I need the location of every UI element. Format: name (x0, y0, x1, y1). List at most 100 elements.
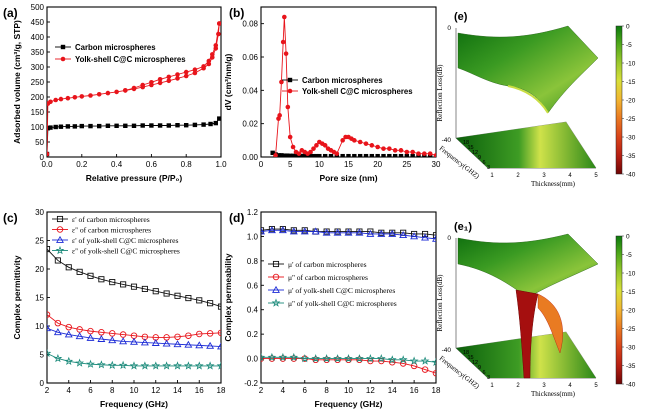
x-tick-label: 4 (281, 386, 286, 395)
data-point (47, 311, 51, 318)
data-point (166, 74, 172, 80)
data-point (114, 89, 119, 95)
x-tick-label: 0 (259, 160, 264, 169)
data-point (300, 227, 309, 235)
colorbar-tick-label: 0 (626, 234, 630, 241)
data-point (183, 73, 189, 79)
y-tick-label: 350 (31, 48, 45, 57)
data-point (141, 285, 148, 293)
x-tick-label: 5 (288, 160, 293, 169)
data-point (290, 355, 298, 362)
data-point (357, 153, 363, 157)
data-point (206, 58, 212, 64)
data-point (105, 90, 111, 96)
data-point (323, 356, 330, 364)
data-point (183, 69, 189, 75)
data-point (369, 153, 375, 157)
data-point (261, 355, 265, 362)
x-tick-label: 6 (303, 386, 308, 395)
data-point (86, 333, 95, 341)
data-point (196, 297, 203, 304)
data-point (421, 366, 429, 373)
legend-entry: Yolk-shell C@C microspheres (75, 55, 186, 64)
panel-tag: (c) (3, 211, 18, 225)
data-point (410, 362, 418, 370)
data-point (328, 153, 334, 157)
x-tick-label: 4 (568, 383, 572, 389)
data-point (206, 341, 215, 349)
z-tick-label: 0 (447, 25, 451, 32)
y-tick-label: 9 (478, 365, 481, 371)
data-point (87, 272, 94, 279)
data-point (53, 353, 63, 363)
x-tick-label: 18 (432, 386, 441, 395)
series-layer (47, 245, 221, 370)
data-point (185, 295, 192, 302)
y-tick-label: 500 (31, 3, 45, 12)
data-point (58, 124, 64, 129)
data-point (120, 281, 127, 288)
colorbar-tick-label: -5 (626, 42, 632, 49)
data-point (157, 80, 163, 86)
data-point (140, 123, 145, 128)
series-layer (261, 226, 436, 377)
data-point (47, 348, 52, 358)
colorbar-tick-label: -15 (626, 79, 636, 86)
panel-tag: (e₁) (454, 221, 472, 233)
data-point (140, 338, 149, 346)
data-point (261, 227, 265, 234)
x-tick-label: 1 (490, 173, 494, 179)
x-axis-title: Thickness(mm) (531, 390, 576, 398)
data-point (96, 92, 102, 97)
data-point (314, 153, 319, 157)
data-point (217, 116, 221, 121)
data-point (375, 144, 380, 150)
legend-entry: Carbon microspheres (75, 43, 156, 52)
data-point (131, 85, 137, 91)
data-point (377, 354, 386, 363)
data-point (216, 21, 221, 26)
data-point (217, 329, 221, 337)
data-point (416, 151, 421, 156)
data-point (375, 153, 380, 157)
data-point (322, 143, 328, 148)
x-tick-label: 10 (130, 386, 139, 395)
data-point (65, 323, 72, 331)
data-point (404, 153, 410, 157)
y-tick-label: 100 (31, 123, 45, 132)
colorbar-tick-label: -15 (626, 289, 636, 296)
data-point (163, 290, 170, 297)
x-tick-label: 1.0 (215, 160, 227, 169)
data-point (107, 360, 117, 370)
data-point (427, 151, 433, 156)
data-point (312, 356, 319, 364)
series-line (47, 352, 221, 367)
data-point (131, 123, 137, 128)
data-point (357, 139, 363, 145)
data-point (65, 95, 71, 101)
colorbar-tick-label: -40 (626, 382, 636, 389)
y-tick-label: 18 (463, 140, 469, 146)
data-point (175, 72, 180, 77)
data-point (317, 153, 322, 157)
data-point (267, 352, 277, 362)
data-point (432, 369, 436, 377)
data-point (392, 148, 398, 153)
data-point (267, 226, 276, 234)
data-point (289, 352, 299, 362)
data-point (183, 361, 193, 370)
y-axis-title: Complex permittivity (12, 255, 22, 339)
data-point (213, 43, 219, 48)
data-point (363, 141, 369, 146)
data-point (130, 337, 138, 345)
y-tick-label: 0.6 (247, 281, 259, 290)
data-point (311, 354, 320, 363)
legend-marker (272, 285, 280, 293)
data-point (119, 337, 128, 345)
data-point (311, 153, 316, 157)
data-point (421, 233, 430, 241)
y-tick-label: 5 (40, 351, 45, 360)
colorbar (615, 235, 623, 385)
data-point (381, 146, 386, 151)
legend-entry: μ'' of yolk-shell C@C microspheres (288, 299, 397, 308)
